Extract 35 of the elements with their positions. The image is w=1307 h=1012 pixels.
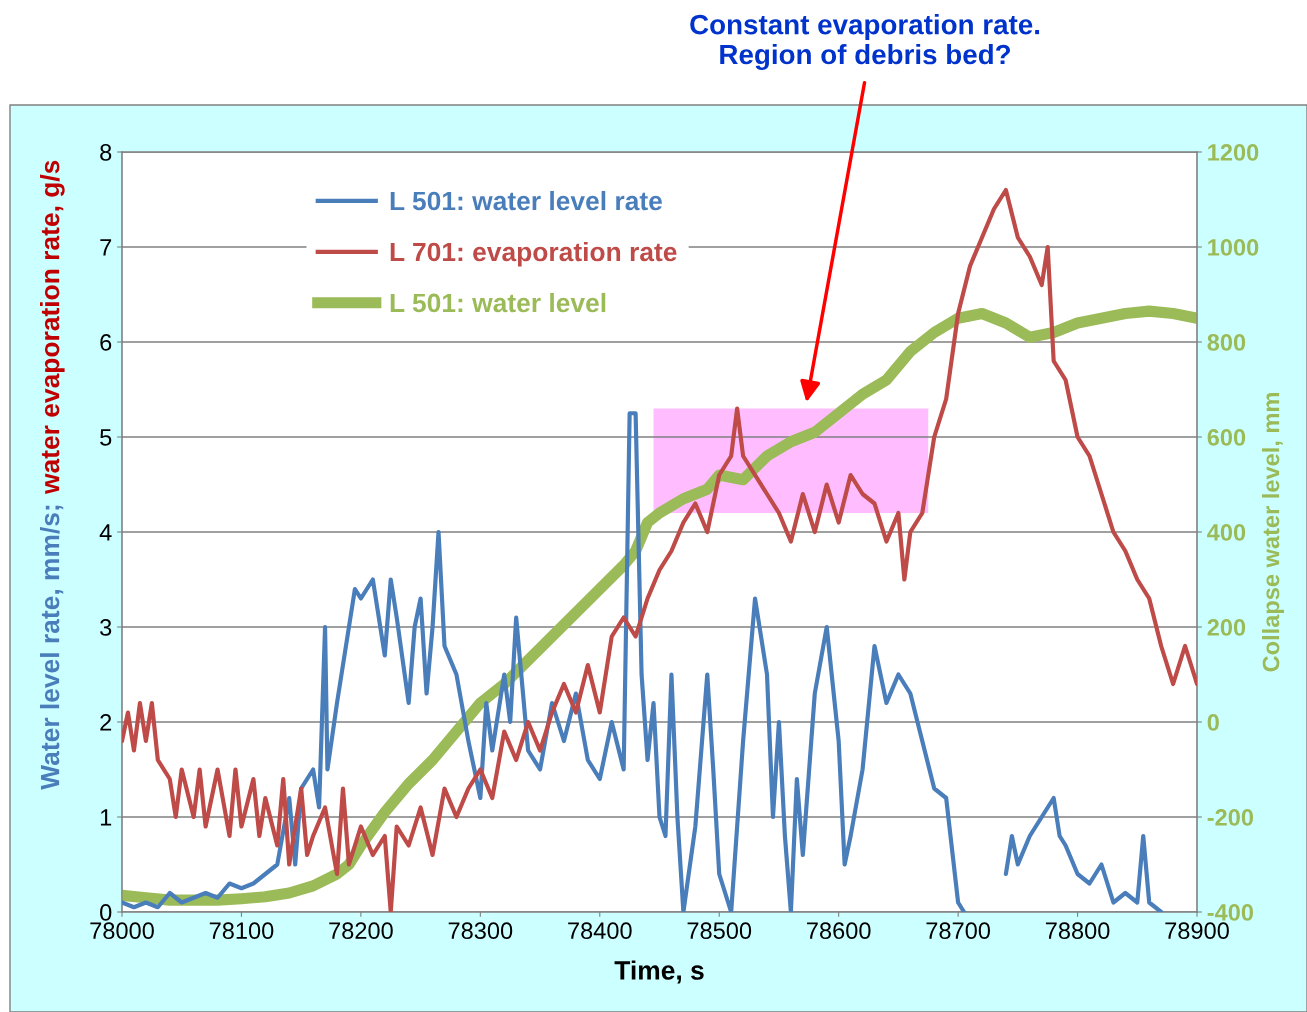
y-tick-label: 8 xyxy=(100,144,112,161)
y2-tick-label: 1200 xyxy=(1208,144,1259,161)
legend-label: L 501: water level rate xyxy=(390,190,662,211)
x-tick-label: 78800 xyxy=(1045,922,1110,940)
x-tick-label: 78400 xyxy=(568,922,632,940)
y-tick-label: 4 xyxy=(99,524,112,541)
y-axis-title: Water level rate, mm/s; water evaporation rate, g/s xyxy=(40,160,65,790)
y2-tick-label: 1000 xyxy=(1208,239,1259,256)
x-tick-label: 78900 xyxy=(1165,922,1229,940)
x-axis-title: Time, s xyxy=(614,960,704,984)
y2-axis-title: Collapse water level, mm xyxy=(1262,393,1285,672)
y2-tick-label: -400 xyxy=(1207,904,1254,921)
x-tick-label: 78600 xyxy=(807,922,871,940)
x-tick-label: 78700 xyxy=(926,922,991,940)
y-tick-label: 1 xyxy=(100,809,112,826)
y2-tick-label: 600 xyxy=(1207,429,1246,446)
y-tick-label: 0 xyxy=(100,904,112,921)
y2-tick-label: -200 xyxy=(1207,809,1254,826)
y2-tick-label: 0 xyxy=(1207,714,1219,731)
y-tick-label: 6 xyxy=(100,334,112,351)
y2-tick-label: 400 xyxy=(1207,524,1246,541)
x-tick-label: 78300 xyxy=(448,922,513,940)
legend-label: L 501: water level xyxy=(390,292,606,313)
y2-tick-label: 200 xyxy=(1207,619,1246,636)
x-tick-label: 78200 xyxy=(329,922,393,940)
y-tick-label: 3 xyxy=(100,619,112,636)
x-tick-label: 78500 xyxy=(687,922,752,940)
y-tick-label: 2 xyxy=(100,714,112,731)
y-tick-label: 5 xyxy=(100,429,112,446)
y2-tick-label: 800 xyxy=(1207,334,1246,351)
y-tick-label: 7 xyxy=(100,239,112,256)
x-tick-label: 78100 xyxy=(209,922,274,940)
text: Constant evaporation rate. Region of debris bed? xyxy=(690,14,1040,70)
legend-label: L 701: evaporation rate xyxy=(390,241,677,267)
x-tick-label: 78000 xyxy=(90,922,154,940)
